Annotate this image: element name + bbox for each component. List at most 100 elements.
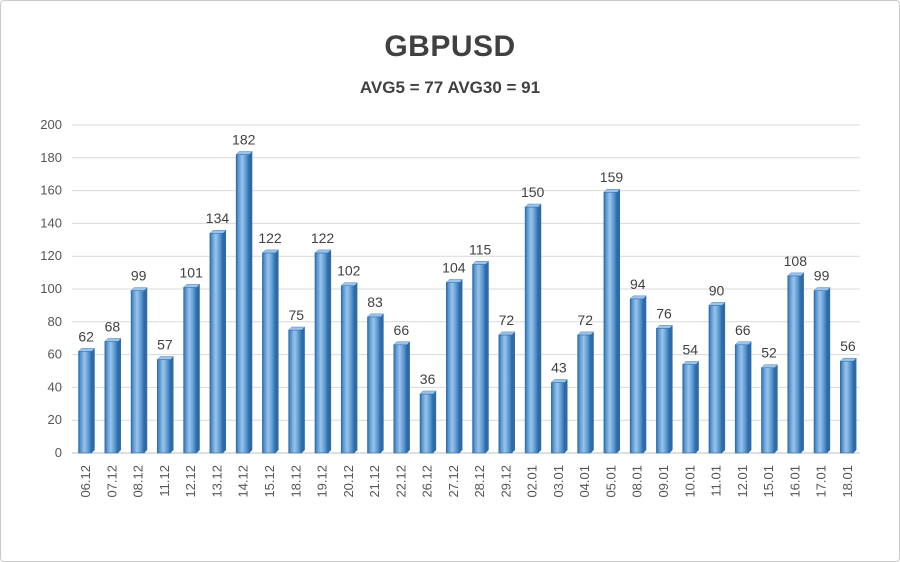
- bar: [761, 367, 775, 454]
- bar: [367, 316, 381, 454]
- data-label: 72: [577, 312, 593, 328]
- bar-side: [827, 287, 831, 453]
- data-label: 72: [499, 312, 515, 328]
- bar: [104, 341, 119, 454]
- bar: [813, 290, 828, 454]
- bar: [472, 264, 487, 454]
- bar: [551, 382, 565, 454]
- x-tick-label: 07.12: [104, 465, 119, 498]
- bar-side: [406, 341, 410, 453]
- data-labels: 62 68 99 57 101 134 182 122 75 122 102 83 66 36 104115…: [78, 132, 856, 387]
- x-tick-label: 15.12: [262, 465, 277, 498]
- bar: [130, 290, 145, 454]
- bar: [445, 282, 460, 454]
- bar-side: [617, 189, 621, 454]
- bar-side: [249, 151, 253, 453]
- x-tick-label: 22.12: [393, 465, 408, 498]
- x-tick-label: 29.12: [498, 465, 513, 498]
- bar: [603, 191, 618, 454]
- bar-side: [433, 390, 437, 453]
- x-tick-label: 12.12: [183, 465, 198, 498]
- x-tick-label: 11.12: [157, 465, 172, 497]
- axes: 0 20 40 60 80 100 120 140 160 180 200 06.12 07.12 08.…: [40, 117, 855, 498]
- x-tick-label: 20.12: [341, 465, 356, 498]
- data-label: 101: [180, 264, 204, 280]
- data-label: 76: [656, 305, 672, 321]
- bar: [524, 206, 539, 454]
- bar-side: [117, 338, 121, 453]
- data-label: 75: [288, 307, 304, 323]
- bar-side: [774, 364, 778, 453]
- bar: [78, 351, 92, 454]
- bar: [656, 328, 670, 454]
- x-tick-label: 15.01: [761, 465, 776, 498]
- data-label: 90: [709, 282, 725, 298]
- bar: [209, 232, 224, 454]
- x-tick-label: 18.01: [840, 465, 855, 498]
- x-tick-label: 13.12: [209, 465, 224, 498]
- data-label: 108: [784, 253, 808, 269]
- data-label: 99: [131, 268, 147, 284]
- bar: [340, 285, 355, 454]
- data-label: 83: [367, 294, 383, 310]
- data-label: 122: [311, 230, 335, 246]
- x-tick-label: 08.12: [131, 465, 146, 498]
- y-tick-label: 0: [55, 445, 62, 460]
- x-tick-label: 18.12: [288, 465, 303, 498]
- grid-lines: [72, 124, 860, 454]
- bar-side: [328, 249, 332, 453]
- data-label: 115: [469, 241, 492, 257]
- bar: [157, 359, 171, 454]
- bar-side: [511, 331, 515, 453]
- bar-side: [380, 313, 384, 453]
- y-tick-label: 80: [48, 314, 62, 329]
- bar-side: [853, 358, 857, 453]
- data-label: 36: [420, 371, 436, 387]
- bar-side: [695, 361, 699, 453]
- y-tick-label: 100: [40, 281, 62, 296]
- data-label: 54: [682, 341, 698, 357]
- bar-side: [223, 230, 227, 453]
- bar: [393, 344, 408, 454]
- data-label: 159: [600, 169, 624, 185]
- data-label: 182: [232, 132, 256, 148]
- bar-side: [170, 356, 174, 453]
- y-tick-label: 180: [40, 150, 62, 165]
- data-label: 150: [521, 184, 545, 200]
- bar: [262, 252, 276, 454]
- bar-side: [722, 302, 726, 453]
- bar: [787, 275, 802, 454]
- bar: [314, 252, 329, 454]
- bar: [839, 360, 854, 454]
- data-label: 122: [258, 230, 282, 246]
- x-tick-label: 19.12: [315, 465, 330, 498]
- data-label: 56: [840, 338, 856, 354]
- x-tick-label: 02.01: [525, 465, 540, 498]
- data-label: 62: [78, 328, 94, 344]
- y-tick-label: 20: [48, 412, 62, 427]
- bar-side: [485, 261, 489, 453]
- y-tick-label: 200: [40, 117, 62, 132]
- bar-side: [669, 325, 673, 453]
- bar: [498, 334, 513, 454]
- bar-side: [275, 249, 279, 453]
- y-tick-label: 140: [40, 215, 62, 230]
- bars: [78, 151, 857, 454]
- bar: [708, 305, 723, 454]
- x-tick-label: 10.01: [682, 465, 697, 498]
- bar-side: [301, 327, 305, 453]
- x-tick-label: 21.12: [367, 465, 382, 498]
- bar-side: [459, 279, 463, 453]
- bar: [288, 329, 303, 454]
- y-tick-label: 120: [40, 248, 62, 263]
- data-label: 66: [394, 322, 410, 338]
- data-label: 52: [761, 345, 777, 361]
- bar-side: [590, 331, 594, 453]
- x-tick-label: 28.12: [472, 465, 487, 498]
- x-tick-label: 11.01: [709, 465, 724, 497]
- x-tick-label: 09.01: [656, 465, 671, 498]
- bar-side: [91, 348, 95, 453]
- data-label: 99: [814, 268, 830, 284]
- bar-side: [144, 287, 148, 453]
